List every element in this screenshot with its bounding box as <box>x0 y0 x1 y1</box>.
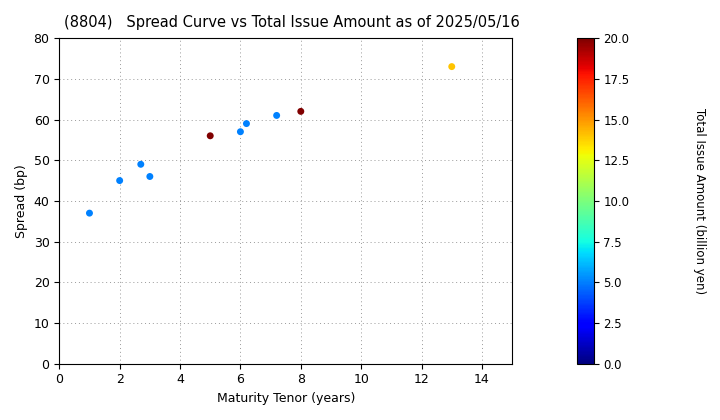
X-axis label: Maturity Tenor (years): Maturity Tenor (years) <box>217 392 355 405</box>
Point <box>240 120 252 127</box>
Y-axis label: Total Issue Amount (billion yen): Total Issue Amount (billion yen) <box>693 108 706 294</box>
Point <box>135 161 147 168</box>
Point <box>204 132 216 139</box>
Point <box>235 129 246 135</box>
Text: (8804)   Spread Curve vs Total Issue Amount as of 2025/05/16: (8804) Spread Curve vs Total Issue Amoun… <box>64 15 520 30</box>
Point <box>144 173 156 180</box>
Point <box>295 108 307 115</box>
Point <box>84 210 95 216</box>
Y-axis label: Spread (bp): Spread (bp) <box>15 164 28 238</box>
Point <box>271 112 282 119</box>
Point <box>446 63 457 70</box>
Point <box>114 177 125 184</box>
